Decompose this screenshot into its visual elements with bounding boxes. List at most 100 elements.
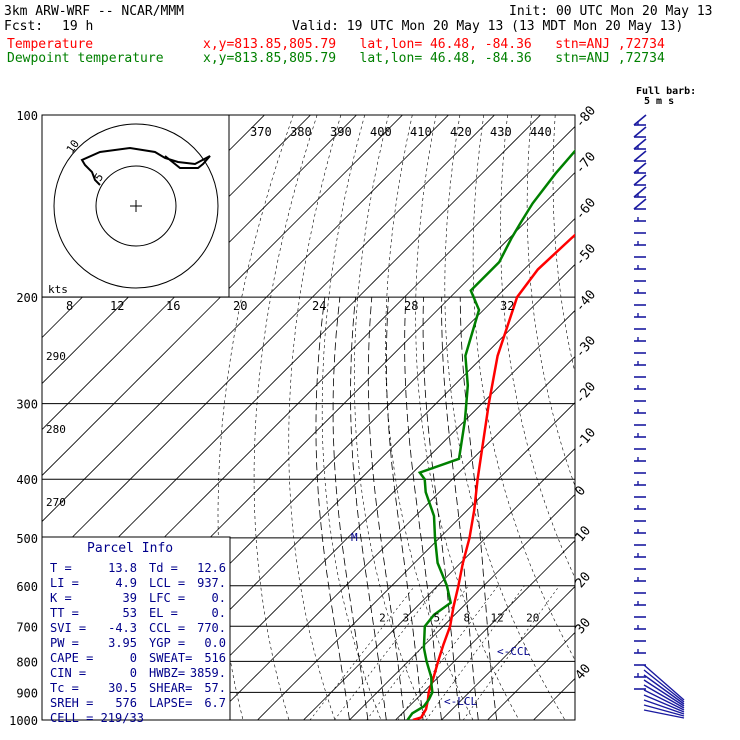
valid-time: Valid: 19 UTC Mon 20 May 13 (13 MDT Mon … bbox=[292, 19, 684, 34]
parcel-row-value: 0. bbox=[212, 591, 226, 605]
forecast-label: Fcst: bbox=[4, 19, 44, 34]
dry-adiabat-line bbox=[444, 115, 566, 720]
pressure-tick-label: 700 bbox=[16, 620, 38, 634]
dewpoint-location: x,y=813.85,805.79 lat,lon= 46.48, -84.36… bbox=[203, 51, 665, 66]
mixing-ratio-label: 20 bbox=[526, 611, 539, 624]
parcel-row-label: SHEAR= bbox=[149, 681, 192, 695]
pressure-tick-label: 400 bbox=[16, 473, 38, 487]
speed-scale-label: 20 bbox=[233, 299, 247, 313]
full-barb-value: 5 m s bbox=[644, 96, 674, 107]
surface-barb bbox=[643, 704, 685, 717]
model-title: 3km ARW-WRF -- NCAR/MMM bbox=[4, 4, 185, 19]
temperature-tick-label: -80 bbox=[573, 103, 600, 131]
wind-barb-staff bbox=[633, 174, 647, 186]
moist-adiabat-line bbox=[441, 297, 479, 720]
parcel-row-value: 4.9 bbox=[115, 576, 137, 590]
dry-adiabat-line bbox=[650, 115, 740, 720]
temperature-tick-label: -50 bbox=[573, 241, 600, 269]
hodograph-ring-label-10: 10 bbox=[64, 137, 82, 155]
wind-barb-staff bbox=[633, 138, 647, 150]
isotherm-line bbox=[441, 585, 575, 720]
isotherm-line bbox=[42, 115, 449, 523]
dry-adiabat-line bbox=[526, 115, 575, 487]
dewpoint-legend: Dewpoint temperature bbox=[7, 51, 164, 66]
surface-barb bbox=[643, 709, 685, 719]
surface-barb bbox=[643, 664, 685, 701]
parcel-row-value: -4.3 bbox=[108, 621, 137, 635]
isotherm-line bbox=[303, 448, 575, 720]
surface-barb bbox=[643, 694, 685, 713]
wind-barbs bbox=[633, 114, 685, 719]
mixing-ratio-label: 3 bbox=[403, 611, 410, 624]
parcel-row-label: CAPE = bbox=[50, 651, 93, 665]
parcel-info-title: Parcel Info bbox=[87, 541, 173, 556]
surface-barb bbox=[643, 689, 685, 711]
dry-adiabat-line bbox=[603, 115, 740, 720]
temperature-trace bbox=[412, 233, 575, 720]
speed-scale-label: 12 bbox=[110, 299, 124, 313]
dry-adiabat-line bbox=[722, 115, 740, 720]
theta-side-label: 280 bbox=[46, 423, 66, 436]
dry-adiabat-line bbox=[321, 115, 382, 720]
wind-barb-staff bbox=[633, 198, 647, 210]
mixing-ratio-line bbox=[309, 585, 416, 720]
theta-label: 430 bbox=[490, 125, 512, 139]
temperature-tick-label: 20 bbox=[573, 569, 595, 591]
dewpoint-trace bbox=[406, 149, 575, 720]
hodograph-inset: 5 10 bbox=[41, 114, 230, 298]
dry-adiabat-line bbox=[674, 115, 740, 720]
speed-scale-label: 16 bbox=[166, 299, 180, 313]
init-time: Init: 00 UTC Mon 20 May 13 bbox=[509, 4, 713, 19]
parcel-row-label: HWBZ= bbox=[149, 666, 185, 680]
isotherm-line bbox=[42, 115, 357, 431]
temperature-tick-label: 10 bbox=[573, 523, 595, 545]
moist-adiabat-line bbox=[332, 297, 369, 720]
theta-label: 410 bbox=[410, 125, 432, 139]
pressure-tick-label: 800 bbox=[16, 655, 38, 669]
forecast-hour: 19 h bbox=[62, 19, 94, 34]
parcel-info-rows: T = 13.8 Td = 12.6 LI = 4.9 LCL = 937. K = 39 LFC … bbox=[50, 561, 226, 710]
hodograph-units-label: kts bbox=[48, 283, 68, 296]
parcel-row-label: SWEAT= bbox=[149, 651, 192, 665]
parcel-row-value: 770. bbox=[197, 621, 226, 635]
parcel-row-value: 516 bbox=[204, 651, 226, 665]
pressure-tick-label: 1000 bbox=[9, 714, 38, 728]
temperature-tick-label: -30 bbox=[573, 333, 600, 361]
temperature-location: x,y=813.85,805.79 lat,lon= 46.48, -84.36… bbox=[203, 37, 665, 52]
pressure-tick-label: 200 bbox=[16, 291, 38, 305]
dry-adiabat-line bbox=[578, 115, 740, 720]
theta-side-label: 290 bbox=[46, 350, 66, 363]
hodograph-ring-5 bbox=[95, 165, 177, 247]
surface-barb bbox=[643, 684, 685, 709]
cell-motion: CELL = 219/33 bbox=[50, 711, 144, 725]
parcel-row-label: K = bbox=[50, 591, 72, 605]
hodograph-trace bbox=[80, 146, 211, 186]
theta-label: 390 bbox=[330, 125, 352, 139]
parcel-row-label: TT = bbox=[50, 606, 79, 620]
temperature-tick-label: -70 bbox=[573, 149, 600, 177]
isotherm-line bbox=[487, 631, 575, 720]
ccl-marker: <-CCL bbox=[497, 645, 530, 658]
parcel-row-value: 0 bbox=[130, 651, 137, 665]
lcl-marker: <-LCL bbox=[444, 695, 477, 708]
parcel-info-frame bbox=[41, 536, 231, 721]
mixing-ratio-label: 5 bbox=[434, 611, 441, 624]
isotherm-line bbox=[42, 115, 403, 477]
temperature-tick-label: -10 bbox=[573, 425, 600, 453]
surface-barb bbox=[643, 679, 685, 707]
pressure-tick-label: 100 bbox=[16, 109, 38, 123]
parcel-row-value: 0 bbox=[130, 666, 137, 680]
theta-label: 370 bbox=[250, 125, 272, 139]
parcel-row-label: SVI = bbox=[50, 621, 86, 635]
surface-barb bbox=[643, 699, 685, 715]
isotherm-line bbox=[211, 356, 575, 720]
dry-adiabat-line bbox=[698, 115, 740, 720]
parcel-row-value: 937. bbox=[197, 576, 226, 590]
parcel-row-value: 0. bbox=[212, 606, 226, 620]
parcel-row-label: LCL = bbox=[149, 576, 185, 590]
wind-barb-staff bbox=[633, 126, 647, 138]
parcel-row-value: 30.5 bbox=[108, 681, 137, 695]
axis-labels: 2 3 5 8 12 201002003004005006007008009001000-… bbox=[9, 103, 599, 728]
parcel-row-value: 53 bbox=[123, 606, 137, 620]
surface-barb bbox=[643, 669, 685, 703]
